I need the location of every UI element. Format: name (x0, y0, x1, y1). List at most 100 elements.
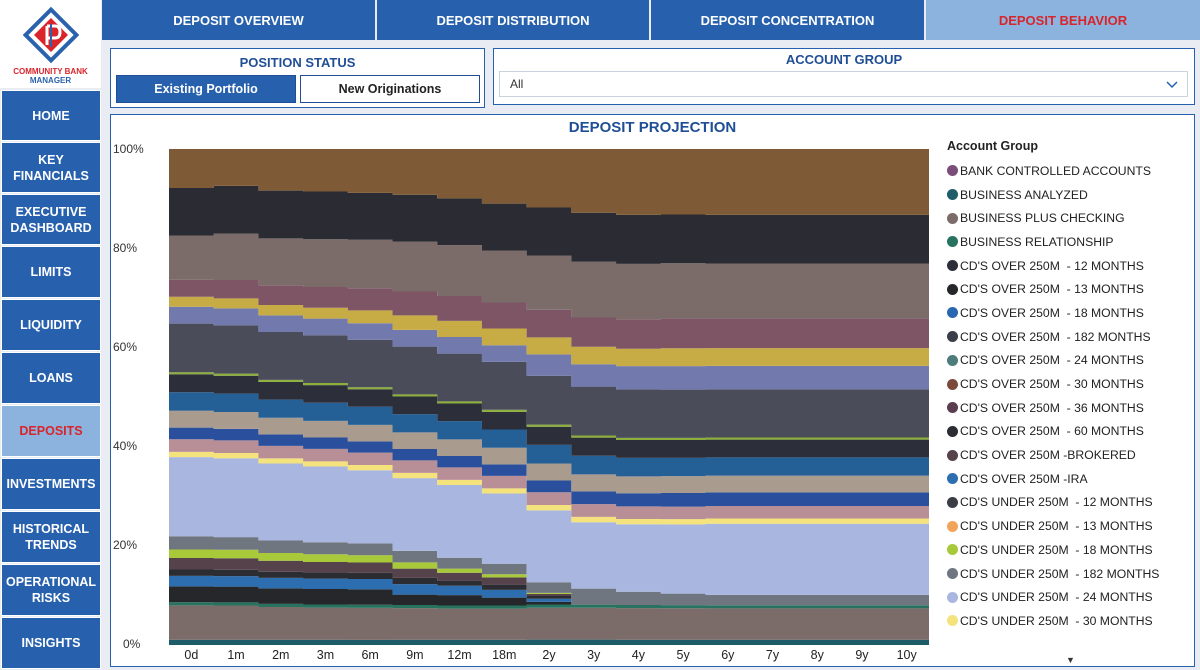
sidebar-item-insights[interactable]: INSIGHTS (1, 617, 101, 669)
legend-label: BUSINESS ANALYZED (960, 187, 1088, 202)
area-series (169, 306, 929, 390)
x-tick-label: 6y (721, 648, 735, 662)
area-series (169, 296, 929, 367)
sidebar-item-key-financials[interactable]: KEY FINANCIALS (1, 142, 101, 193)
sidebar-item-executive-dashboard[interactable]: EXECUTIVE DASHBOARD (1, 194, 101, 245)
legend-item[interactable]: BUSINESS PLUS CHECKING (947, 206, 1197, 230)
x-tick-label: 3m (316, 648, 335, 662)
area-series (169, 372, 929, 440)
tab-deposit-distribution[interactable]: DEPOSIT DISTRIBUTION (377, 0, 649, 40)
area-series (169, 575, 929, 606)
x-tick-label: 5y (676, 648, 690, 662)
area-series (169, 602, 929, 609)
legend-label: CD'S UNDER 250M - 18 MONTHS (960, 542, 1153, 557)
tab-deposit-behavior[interactable]: DEPOSIT BEHAVIOR (926, 0, 1200, 40)
x-tick-label: 12m (447, 648, 472, 662)
legend-label: CD'S OVER 250M - 12 MONTHS (960, 258, 1144, 273)
legend-item[interactable]: CD'S OVER 250M - 24 MONTHS (947, 349, 1197, 373)
sidebar-item-deposits[interactable]: DEPOSITS (1, 405, 101, 457)
area-series (169, 451, 929, 525)
existing-portfolio-toggle[interactable]: Existing Portfolio (116, 75, 296, 103)
x-tick-label: 8y (810, 648, 824, 662)
legend-label: CD'S OVER 250M - 182 MONTHS (960, 329, 1151, 344)
legend-label: BUSINESS PLUS CHECKING (960, 211, 1125, 226)
y-tick-label: 100% (113, 142, 144, 156)
x-tick-label: 3y (587, 648, 601, 662)
x-tick-label: 9m (406, 648, 424, 662)
tab-deposit-concentration[interactable]: DEPOSIT CONCENTRATION (651, 0, 924, 40)
legend-item[interactable]: CD'S UNDER 250M - 24 MONTHS (947, 585, 1197, 609)
account-group-title: ACCOUNT GROUP (785, 52, 903, 67)
area-series (169, 549, 929, 606)
sidebar-item-limits[interactable]: LIMITS (1, 246, 101, 298)
legend-label: CD'S OVER 250M - 13 MONTHS (960, 282, 1144, 297)
sidebar-item-liquidity[interactable]: LIQUIDITY (1, 299, 101, 351)
legend-item[interactable]: CD'S UNDER 250M - 30 MONTHS (947, 609, 1197, 633)
x-tick-label: 7y (765, 648, 780, 662)
area-series (169, 392, 929, 477)
sidebar-item-investments[interactable]: INVESTMENTS (1, 458, 101, 510)
legend-color-dot-icon (947, 165, 958, 177)
x-tick-label: 6m (361, 648, 379, 662)
area-series (169, 374, 929, 458)
legend-color-dot-icon (947, 307, 958, 319)
legend-item[interactable]: BUSINESS RELATIONSHIP (947, 230, 1197, 254)
legend-item[interactable]: CD'S UNDER 250M - 13 MONTHS (947, 514, 1197, 538)
legend-label: CD'S OVER 250M - 60 MONTHS (960, 424, 1144, 439)
legend-color-dot-icon (947, 283, 958, 295)
legend-item[interactable]: CD'S UNDER 250M - 12 MONTHS (947, 491, 1197, 515)
legend-item[interactable]: CD'S OVER 250M - 60 MONTHS (947, 420, 1197, 444)
area-series (169, 279, 929, 349)
bank-logo-icon (22, 6, 80, 64)
legend-color-dot-icon (947, 212, 958, 224)
area-series (169, 536, 929, 606)
y-tick-label: 0% (123, 637, 141, 651)
legend-color-dot-icon (947, 189, 958, 201)
chart-title: DEPOSIT PROJECTION (568, 119, 737, 136)
legend-item[interactable]: CD'S OVER 250M - 30 MONTHS (947, 372, 1197, 396)
legend-item[interactable]: CD'S UNDER 250M - 18 MONTHS (947, 538, 1197, 562)
x-tick-label: 9y (855, 648, 869, 662)
legend-color-dot-icon (947, 331, 958, 343)
x-tick-label: 1m (227, 648, 245, 662)
account-group-select[interactable]: All (499, 71, 1188, 97)
legend-color-dot-icon (947, 425, 958, 437)
legend-scroll-down-icon[interactable]: ▼ (1066, 655, 1075, 665)
legend-item[interactable]: CD'S OVER 250M - 182 MONTHS (947, 325, 1197, 349)
legend-label: CD'S UNDER 250M - 13 MONTHS (960, 519, 1153, 534)
legend-label: CD'S OVER 250M - 24 MONTHS (960, 353, 1144, 368)
y-tick-label: 40% (113, 439, 138, 453)
x-tick-label: 18m (492, 648, 517, 662)
legend-color-dot-icon (947, 568, 958, 580)
x-tick-label: 10y (896, 648, 917, 662)
legend-item[interactable]: CD'S OVER 250M - 12 MONTHS (947, 254, 1197, 278)
sidebar-item-historical-trends[interactable]: HISTORICAL TRENDS (1, 511, 101, 563)
area-series (169, 557, 929, 606)
legend-item[interactable]: CD'S OVER 250M - 18 MONTHS (947, 301, 1197, 325)
y-tick-label: 20% (113, 538, 138, 552)
area-series (169, 323, 929, 438)
area-series (169, 569, 929, 606)
y-tick-label: 80% (113, 241, 138, 255)
x-tick-label: 0d (184, 648, 199, 662)
legend-item[interactable]: BANK CONTROLLED ACCOUNTS (947, 159, 1197, 183)
sidebar-item-home[interactable]: HOME (1, 90, 101, 141)
legend-label: CD'S OVER 250M - 36 MONTHS (960, 400, 1144, 415)
legend-color-dot-icon (947, 402, 958, 414)
area-series (169, 149, 929, 215)
legend-item[interactable]: CD'S UNDER 250M - 182 MONTHS (947, 562, 1197, 586)
legend-label: BUSINESS RELATIONSHIP (960, 234, 1114, 249)
account-group-panel: ACCOUNT GROUP All (493, 48, 1195, 105)
legend-item[interactable]: CD'S OVER 250M -BROKERED (947, 443, 1197, 467)
legend-color-dot-icon (947, 615, 958, 627)
legend-item[interactable]: CD'S OVER 250M - 13 MONTHS (947, 277, 1197, 301)
legend-item[interactable]: BUSINESS ANALYZED (947, 183, 1197, 207)
legend-item[interactable]: CD'S OVER 250M - 36 MONTHS (947, 396, 1197, 420)
area-series (169, 410, 929, 494)
tab-deposit-overview[interactable]: DEPOSIT OVERVIEW (102, 0, 375, 40)
new-originations-toggle[interactable]: New Originations (300, 75, 480, 103)
sidebar-item-operational-risks[interactable]: OPERATIONAL RISKS (1, 564, 101, 616)
legend-item[interactable]: CD'S OVER 250M -IRA (947, 467, 1197, 491)
sidebar-item-loans[interactable]: LOANS (1, 352, 101, 404)
area-series (169, 605, 929, 640)
